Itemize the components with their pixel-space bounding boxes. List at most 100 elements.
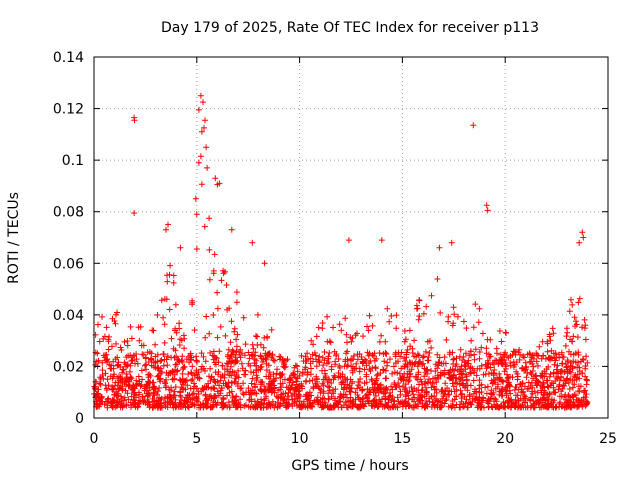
data-point bbox=[131, 401, 138, 408]
data-point bbox=[392, 384, 399, 390]
data-point bbox=[328, 393, 335, 400]
data-point bbox=[326, 384, 333, 391]
data-point bbox=[454, 313, 461, 320]
data-point bbox=[471, 351, 478, 358]
data-point bbox=[279, 400, 286, 407]
data-point bbox=[193, 211, 200, 218]
data-point bbox=[553, 366, 560, 373]
data-point bbox=[257, 378, 264, 385]
data-point bbox=[444, 385, 451, 392]
data-point bbox=[427, 379, 434, 386]
data-point bbox=[516, 346, 523, 353]
data-point bbox=[448, 388, 455, 395]
data-point bbox=[530, 398, 537, 404]
data-point bbox=[101, 354, 108, 361]
data-point bbox=[242, 402, 249, 409]
data-point bbox=[201, 223, 208, 230]
data-point bbox=[569, 384, 576, 391]
data-point bbox=[431, 386, 438, 393]
data-point bbox=[270, 357, 277, 363]
data-point bbox=[133, 356, 140, 363]
data-point bbox=[121, 359, 128, 366]
data-point bbox=[390, 363, 397, 370]
data-point bbox=[118, 400, 125, 407]
x-tick-label: 5 bbox=[192, 431, 201, 447]
data-point bbox=[146, 399, 153, 406]
data-point bbox=[387, 356, 393, 363]
data-point bbox=[160, 351, 167, 357]
data-point bbox=[389, 370, 396, 377]
data-point bbox=[254, 311, 261, 318]
data-point bbox=[497, 388, 504, 395]
data-point bbox=[279, 371, 286, 377]
data-point bbox=[384, 305, 391, 312]
data-point bbox=[506, 381, 513, 388]
data-point bbox=[243, 389, 250, 396]
data-point bbox=[177, 393, 184, 400]
data-point bbox=[488, 403, 495, 410]
data-point bbox=[222, 268, 228, 275]
data-point bbox=[574, 371, 581, 378]
data-point bbox=[161, 379, 168, 385]
data-point bbox=[419, 354, 426, 361]
data-point bbox=[205, 380, 212, 387]
data-point bbox=[446, 351, 453, 358]
data-point bbox=[382, 338, 389, 345]
data-point bbox=[526, 350, 533, 357]
data-point bbox=[363, 362, 370, 369]
data-point bbox=[436, 354, 443, 361]
data-point bbox=[414, 363, 421, 370]
data-point bbox=[194, 371, 201, 378]
data-point bbox=[472, 395, 479, 402]
data-point bbox=[366, 312, 373, 319]
data-point bbox=[103, 357, 110, 364]
data-point bbox=[343, 401, 350, 408]
data-point bbox=[496, 356, 503, 363]
data-point bbox=[573, 318, 579, 325]
data-point bbox=[556, 383, 563, 390]
data-point bbox=[579, 370, 586, 377]
data-point bbox=[529, 384, 536, 391]
data-point bbox=[198, 128, 205, 135]
data-point bbox=[128, 404, 134, 411]
data-point bbox=[571, 373, 578, 380]
data-point bbox=[249, 239, 256, 246]
data-point bbox=[122, 378, 129, 385]
y-tick-label: 0.1 bbox=[62, 153, 84, 169]
data-point bbox=[134, 404, 141, 411]
data-point bbox=[563, 325, 570, 332]
data-point bbox=[519, 380, 526, 386]
data-point bbox=[307, 403, 314, 410]
data-point bbox=[225, 346, 232, 353]
data-point bbox=[110, 373, 117, 380]
data-point bbox=[149, 395, 156, 402]
data-point bbox=[520, 389, 527, 396]
data-point bbox=[564, 398, 571, 405]
data-point bbox=[548, 380, 555, 386]
data-point bbox=[131, 391, 137, 398]
x-tick-label: 10 bbox=[291, 431, 309, 447]
data-point bbox=[378, 237, 385, 244]
data-point bbox=[525, 379, 532, 386]
data-point bbox=[171, 388, 178, 395]
data-point bbox=[226, 404, 233, 411]
data-point bbox=[467, 382, 474, 389]
data-point bbox=[200, 403, 207, 410]
data-point bbox=[96, 338, 103, 345]
data-point bbox=[207, 350, 214, 356]
data-point bbox=[524, 370, 531, 376]
data-point bbox=[553, 354, 560, 361]
data-point bbox=[368, 376, 375, 383]
data-point bbox=[122, 387, 129, 394]
data-point bbox=[211, 251, 218, 258]
data-point bbox=[349, 403, 356, 410]
data-point bbox=[328, 363, 335, 370]
data-point bbox=[539, 370, 546, 377]
data-point bbox=[448, 239, 455, 246]
data-point bbox=[177, 244, 184, 251]
data-point bbox=[161, 321, 168, 328]
data-point bbox=[242, 341, 249, 348]
data-point bbox=[583, 391, 590, 398]
data-point bbox=[169, 399, 176, 406]
data-point bbox=[482, 384, 489, 391]
